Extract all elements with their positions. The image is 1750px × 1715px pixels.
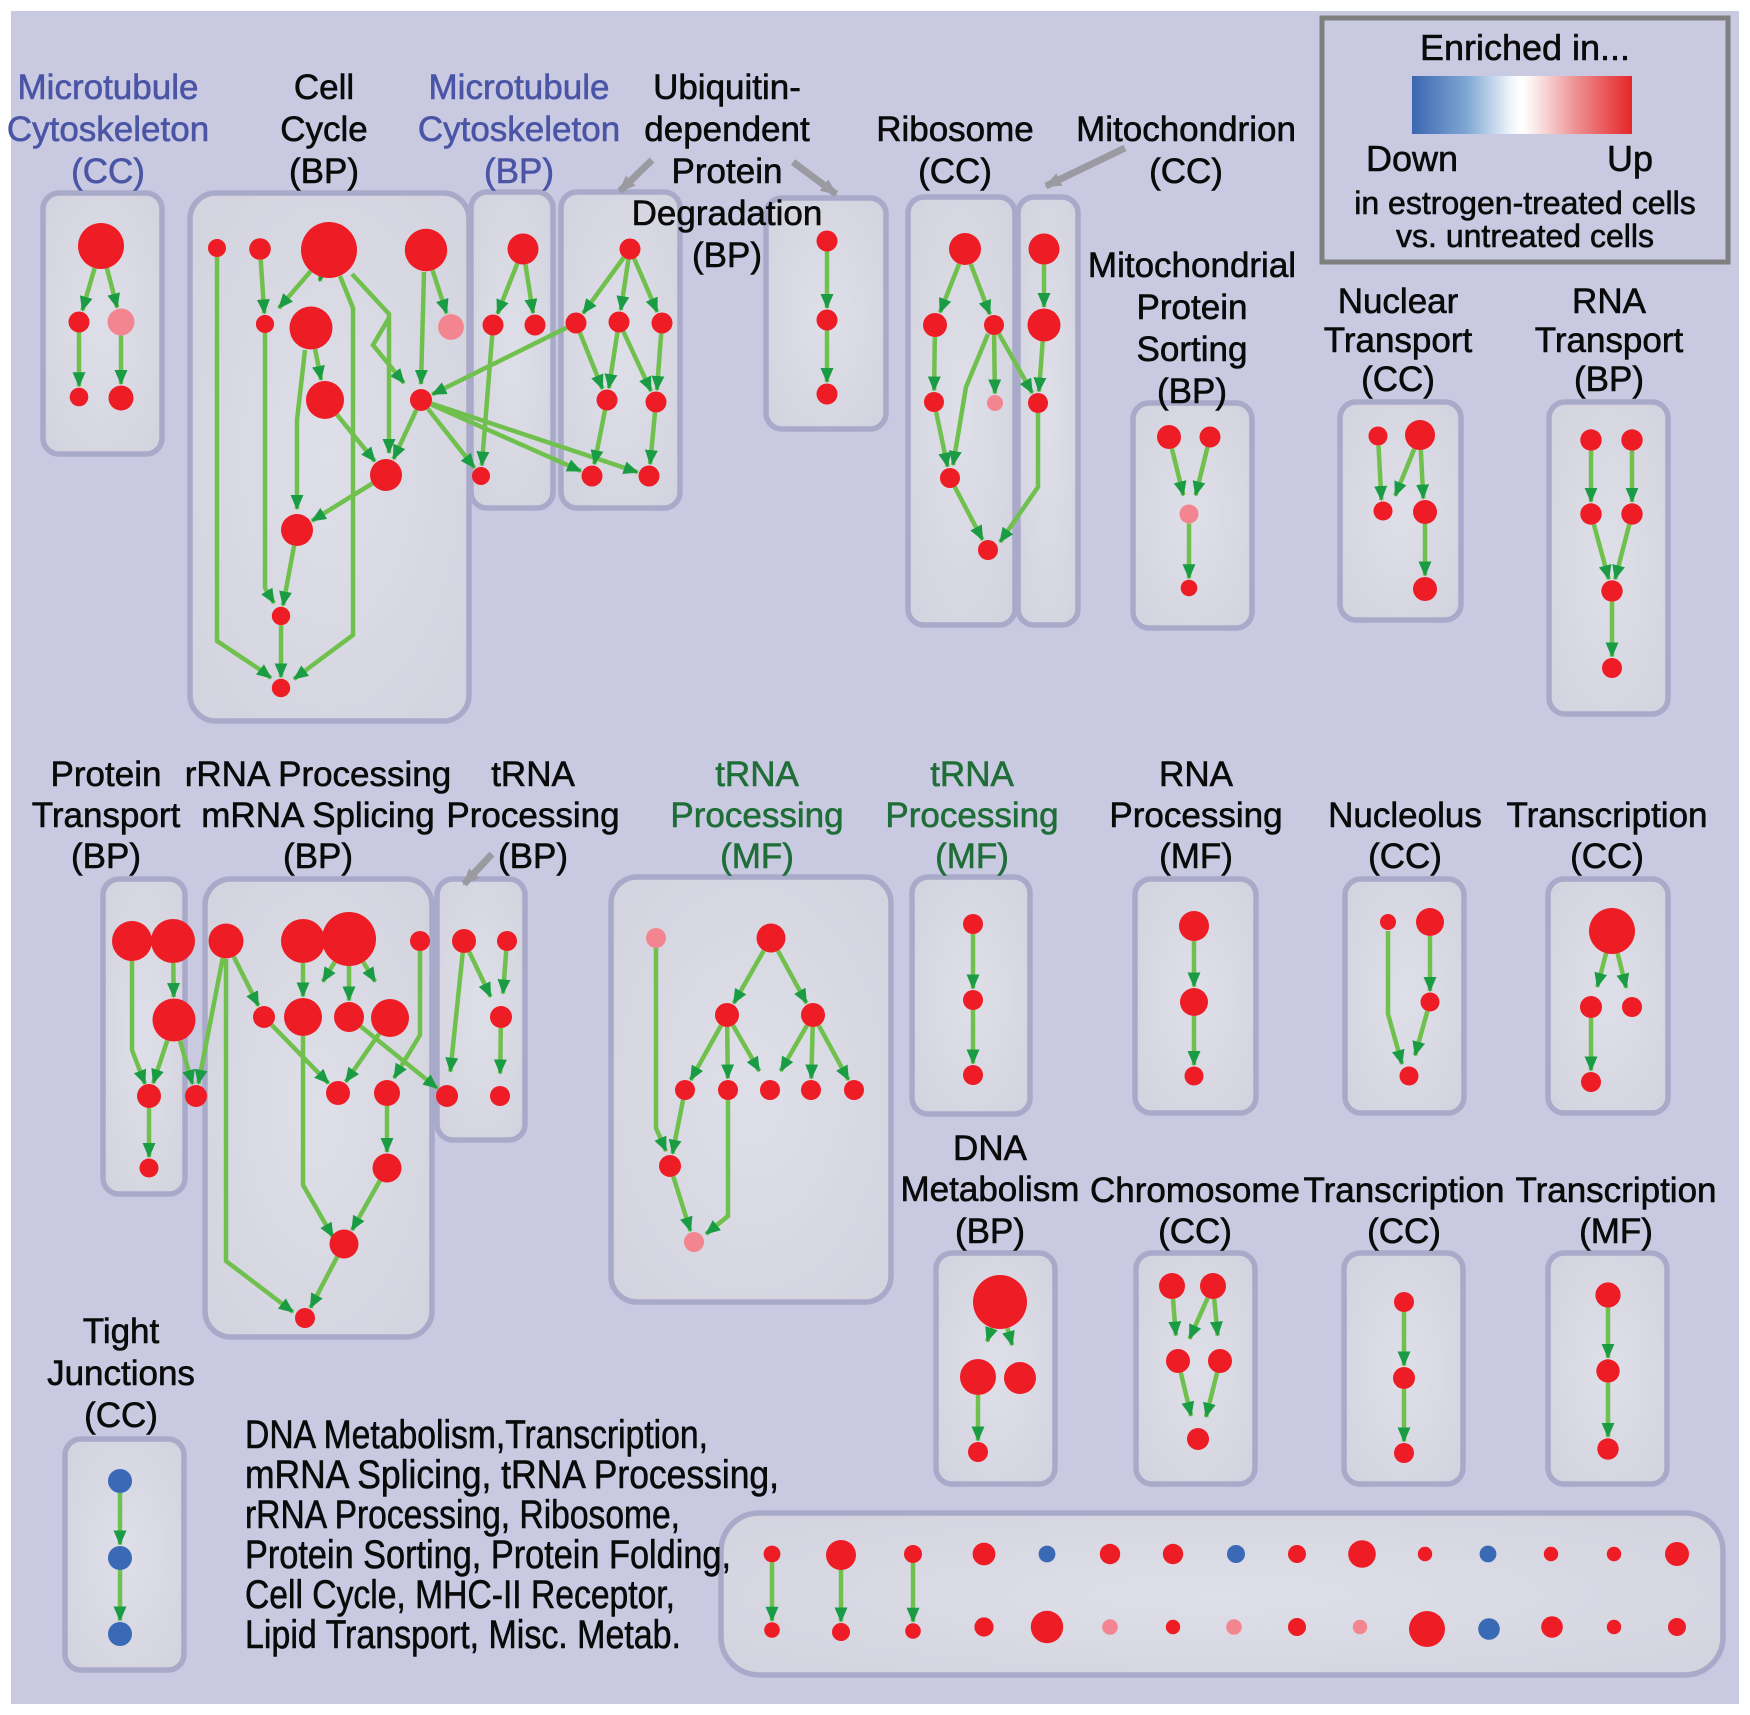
svg-text:(CC): (CC) [1158, 1212, 1232, 1251]
svg-text:(BP): (BP) [1157, 372, 1227, 411]
svg-text:(CC): (CC) [1361, 360, 1435, 399]
svg-text:Metabolism: Metabolism [901, 1170, 1080, 1209]
svg-text:(CC): (CC) [1368, 837, 1442, 876]
svg-text:Nucleolus: Nucleolus [1328, 796, 1482, 835]
svg-text:Mitochondrial: Mitochondrial [1088, 246, 1296, 285]
svg-text:rRNA Processing: rRNA Processing [185, 755, 451, 794]
svg-text:(BP): (BP) [289, 152, 359, 191]
svg-text:in estrogen-treated cells: in estrogen-treated cells [1354, 185, 1696, 221]
svg-text:(MF): (MF) [1579, 1212, 1653, 1251]
svg-text:Down: Down [1366, 138, 1458, 179]
svg-text:Cytoskeleton: Cytoskeleton [7, 110, 209, 149]
svg-text:(BP): (BP) [71, 837, 141, 876]
svg-text:Transcription: Transcription [1516, 1171, 1717, 1210]
svg-text:Processing: Processing [446, 796, 619, 835]
svg-text:Processing: Processing [670, 796, 843, 835]
svg-text:Protein Sorting, Protein Foldi: Protein Sorting, Protein Folding, [245, 1533, 731, 1577]
svg-text:Cytoskeleton: Cytoskeleton [418, 110, 620, 149]
svg-text:Enriched in...: Enriched in... [1420, 27, 1630, 68]
svg-text:Sorting: Sorting [1137, 330, 1248, 369]
svg-text:Transport: Transport [32, 796, 181, 835]
svg-text:rRNA Processing, Ribosome,: rRNA Processing, Ribosome, [245, 1493, 680, 1537]
svg-text:(CC): (CC) [71, 152, 145, 191]
svg-text:Microtubule: Microtubule [429, 68, 610, 107]
svg-text:Transport: Transport [1535, 321, 1684, 360]
svg-text:DNA: DNA [953, 1129, 1028, 1168]
svg-text:RNA: RNA [1159, 755, 1234, 794]
svg-text:(MF): (MF) [935, 837, 1009, 876]
svg-text:Cell Cycle, MHC-II Receptor,: Cell Cycle, MHC-II Receptor, [245, 1573, 675, 1617]
svg-text:Processing: Processing [1109, 796, 1282, 835]
svg-text:(BP): (BP) [1574, 360, 1644, 399]
svg-text:Protein: Protein [1137, 288, 1248, 327]
svg-text:(CC): (CC) [84, 1396, 158, 1435]
svg-text:(CC): (CC) [1570, 837, 1644, 876]
svg-text:tRNA: tRNA [715, 755, 799, 794]
svg-text:Chromosome: Chromosome [1090, 1171, 1300, 1210]
svg-text:Mitochondrion: Mitochondrion [1076, 110, 1296, 149]
svg-text:(CC): (CC) [1367, 1212, 1441, 1251]
svg-text:(CC): (CC) [1149, 152, 1223, 191]
svg-text:Junctions: Junctions [47, 1354, 195, 1393]
svg-text:Transport: Transport [1324, 321, 1473, 360]
svg-text:mRNA Splicing: mRNA Splicing [201, 796, 434, 835]
svg-text:Tight: Tight [83, 1312, 160, 1351]
svg-text:Protein: Protein [672, 152, 783, 191]
svg-text:Cycle: Cycle [280, 110, 368, 149]
svg-text:Cell: Cell [294, 68, 354, 107]
svg-text:Degradation: Degradation [632, 194, 823, 233]
svg-text:tRNA: tRNA [930, 755, 1014, 794]
svg-text:vs. untreated cells: vs. untreated cells [1396, 218, 1654, 254]
svg-text:Nuclear: Nuclear [1338, 282, 1459, 321]
svg-text:tRNA: tRNA [491, 755, 575, 794]
svg-text:(BP): (BP) [283, 837, 353, 876]
svg-text:DNA Metabolism,Transcription,: DNA Metabolism,Transcription, [245, 1413, 708, 1457]
svg-text:(BP): (BP) [484, 152, 554, 191]
svg-text:(CC): (CC) [918, 152, 992, 191]
svg-text:(BP): (BP) [955, 1212, 1025, 1251]
svg-text:Lipid Transport, Misc. Metab.: Lipid Transport, Misc. Metab. [245, 1613, 681, 1657]
svg-text:(BP): (BP) [692, 236, 762, 275]
svg-text:Ribosome: Ribosome [876, 110, 1034, 149]
svg-text:(BP): (BP) [498, 837, 568, 876]
svg-text:dependent: dependent [644, 110, 810, 149]
svg-text:RNA: RNA [1572, 282, 1647, 321]
svg-text:Microtubule: Microtubule [18, 68, 199, 107]
svg-text:Processing: Processing [885, 796, 1058, 835]
svg-text:Ubiquitin-: Ubiquitin- [653, 68, 801, 107]
svg-text:mRNA Splicing, tRNA Processing: mRNA Splicing, tRNA Processing, [245, 1453, 779, 1497]
svg-text:Protein: Protein [51, 755, 162, 794]
svg-text:(MF): (MF) [720, 837, 794, 876]
svg-text:(MF): (MF) [1159, 837, 1233, 876]
svg-text:Up: Up [1607, 138, 1653, 179]
svg-text:Transcription: Transcription [1507, 796, 1708, 835]
svg-text:Transcription: Transcription [1304, 1171, 1505, 1210]
